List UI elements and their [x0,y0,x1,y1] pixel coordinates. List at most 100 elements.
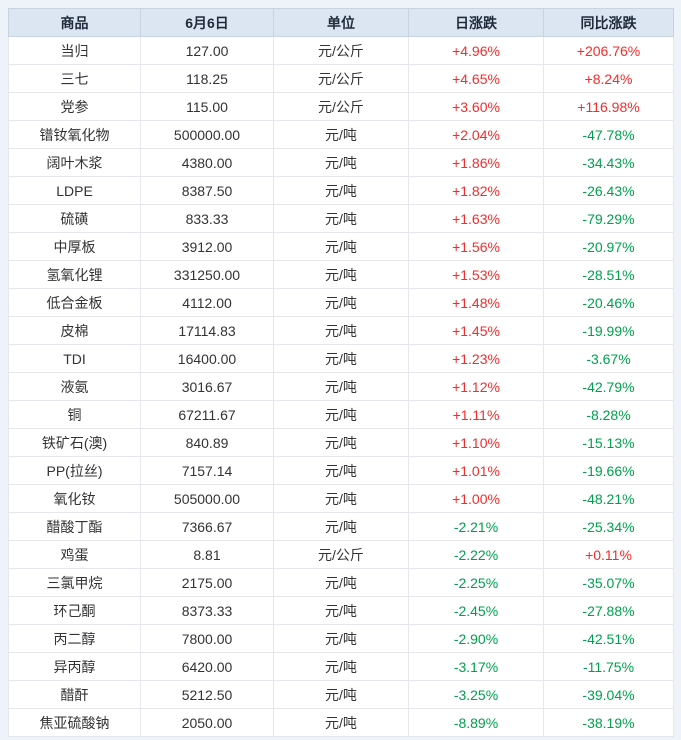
commodity-name-cell: PP(拉丝) [8,456,141,485]
yoy-change-cell: -19.66% [543,456,674,485]
commodity-name-cell: 三氯甲烷 [8,568,141,597]
commodity-name-cell: 异丙醇 [8,652,141,681]
table-row: 中厚板 3912.00 元/吨 +1.56% -20.97% [8,232,674,261]
table-row: 液氨 3016.67 元/吨 +1.12% -42.79% [8,372,674,401]
yoy-change-cell: -34.43% [543,148,674,177]
table-body: 当归 127.00 元/公斤 +4.96% +206.76% 三七 118.25 元/公斤 +4… [8,36,674,737]
commodity-name-cell: 丙二醇 [8,624,141,653]
table-row: 铜 67211.67 元/吨 +1.11% -8.28% [8,400,674,429]
daily-change-cell: -2.21% [408,512,544,541]
price-cell: 331250.00 [140,260,274,289]
table-row: 当归 127.00 元/公斤 +4.96% +206.76% [8,36,674,65]
daily-change-cell: -8.89% [408,708,544,737]
yoy-change-cell: -42.51% [543,624,674,653]
unit-cell: 元/公斤 [273,92,409,121]
table-row: 焦亚硫酸钠 2050.00 元/吨 -8.89% -38.19% [8,708,674,737]
column-header-unit: 单位 [273,8,409,37]
table-row: 环己酮 8373.33 元/吨 -2.45% -27.88% [8,596,674,625]
price-cell: 2050.00 [140,708,274,737]
price-cell: 7157.14 [140,456,274,485]
column-header-commodity: 商品 [8,8,141,37]
table-row: 阔叶木浆 4380.00 元/吨 +1.86% -34.43% [8,148,674,177]
table-row: LDPE 8387.50 元/吨 +1.82% -26.43% [8,176,674,205]
table-row: 三七 118.25 元/公斤 +4.65% +8.24% [8,64,674,93]
price-cell: 17114.83 [140,316,274,345]
price-cell: 115.00 [140,92,274,121]
price-cell: 16400.00 [140,344,274,373]
unit-cell: 元/吨 [273,568,409,597]
price-cell: 8387.50 [140,176,274,205]
unit-cell: 元/公斤 [273,36,409,65]
commodity-name-cell: 镨钕氧化物 [8,120,141,149]
commodity-name-cell: 焦亚硫酸钠 [8,708,141,737]
unit-cell: 元/吨 [273,484,409,513]
yoy-change-cell: -42.79% [543,372,674,401]
table-row: 异丙醇 6420.00 元/吨 -3.17% -11.75% [8,652,674,681]
price-cell: 500000.00 [140,120,274,149]
unit-cell: 元/吨 [273,232,409,261]
table-row: 丙二醇 7800.00 元/吨 -2.90% -42.51% [8,624,674,653]
daily-change-cell: +1.82% [408,176,544,205]
daily-change-cell: +3.60% [408,92,544,121]
yoy-change-cell: -27.88% [543,596,674,625]
price-cell: 6420.00 [140,652,274,681]
table-row: 醋酸丁酯 7366.67 元/吨 -2.21% -25.34% [8,512,674,541]
commodity-name-cell: 铜 [8,400,141,429]
unit-cell: 元/吨 [273,204,409,233]
unit-cell: 元/吨 [273,176,409,205]
yoy-change-cell: -19.99% [543,316,674,345]
unit-cell: 元/吨 [273,652,409,681]
yoy-change-cell: -35.07% [543,568,674,597]
table-row: TDI 16400.00 元/吨 +1.23% -3.67% [8,344,674,373]
price-cell: 8373.33 [140,596,274,625]
unit-cell: 元/吨 [273,428,409,457]
yoy-change-cell: -79.29% [543,204,674,233]
commodity-name-cell: 阔叶木浆 [8,148,141,177]
yoy-change-cell: -15.13% [543,428,674,457]
commodity-name-cell: 当归 [8,36,141,65]
commodity-name-cell: 鸡蛋 [8,540,141,569]
table-row: 皮棉 17114.83 元/吨 +1.45% -19.99% [8,316,674,345]
commodity-name-cell: 党参 [8,92,141,121]
yoy-change-cell: -3.67% [543,344,674,373]
daily-change-cell: +1.12% [408,372,544,401]
yoy-change-cell: +8.24% [543,64,674,93]
commodity-name-cell: 三七 [8,64,141,93]
yoy-change-cell: +0.11% [543,540,674,569]
daily-change-cell: +1.11% [408,400,544,429]
table-row: 低合金板 4112.00 元/吨 +1.48% -20.46% [8,288,674,317]
daily-change-cell: -2.45% [408,596,544,625]
commodity-name-cell: LDPE [8,176,141,205]
yoy-change-cell: -20.46% [543,288,674,317]
column-header-date: 6月6日 [140,8,274,37]
yoy-change-cell: -8.28% [543,400,674,429]
commodity-name-cell: 皮棉 [8,316,141,345]
column-header-daily-change: 日涨跌 [408,8,544,37]
yoy-change-cell: -39.04% [543,680,674,709]
table-row: 党参 115.00 元/公斤 +3.60% +116.98% [8,92,674,121]
yoy-change-cell: -11.75% [543,652,674,681]
daily-change-cell: +1.00% [408,484,544,513]
daily-change-cell: +1.86% [408,148,544,177]
daily-change-cell: +1.53% [408,260,544,289]
table-row: 硫磺 833.33 元/吨 +1.63% -79.29% [8,204,674,233]
table-row: 氢氧化锂 331250.00 元/吨 +1.53% -28.51% [8,260,674,289]
daily-change-cell: +4.65% [408,64,544,93]
table-header-row: 商品 6月6日 单位 日涨跌 同比涨跌 [8,8,674,37]
price-cell: 3016.67 [140,372,274,401]
commodity-name-cell: 液氨 [8,372,141,401]
commodity-name-cell: TDI [8,344,141,373]
commodity-name-cell: 硫磺 [8,204,141,233]
commodity-price-table-container: 商品 6月6日 单位 日涨跌 同比涨跌 当归 127.00 元/公斤 +4.96% +206.7… [8,8,674,737]
unit-cell: 元/吨 [273,596,409,625]
price-cell: 118.25 [140,64,274,93]
commodity-price-table: 商品 6月6日 单位 日涨跌 同比涨跌 当归 127.00 元/公斤 +4.96% +206.7… [8,8,674,737]
yoy-change-cell: +206.76% [543,36,674,65]
commodity-name-cell: 氧化钕 [8,484,141,513]
commodity-name-cell: 醋酸丁酯 [8,512,141,541]
price-cell: 67211.67 [140,400,274,429]
table-row: 三氯甲烷 2175.00 元/吨 -2.25% -35.07% [8,568,674,597]
price-cell: 7366.67 [140,512,274,541]
daily-change-cell: -2.25% [408,568,544,597]
unit-cell: 元/吨 [273,148,409,177]
